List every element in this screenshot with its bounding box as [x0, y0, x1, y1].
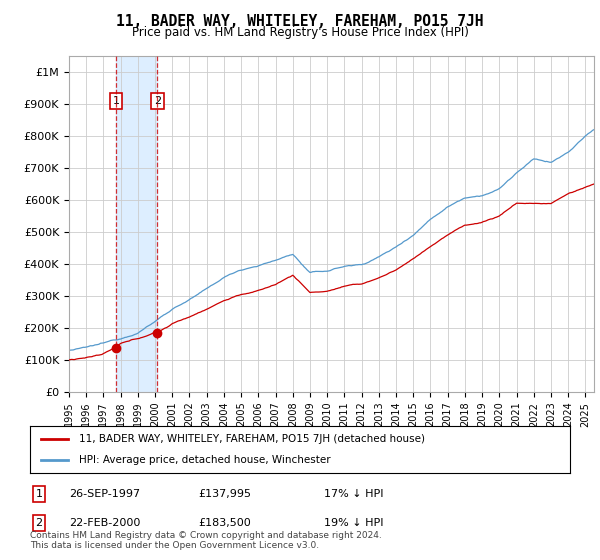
- Text: 26-SEP-1997: 26-SEP-1997: [69, 489, 140, 499]
- Bar: [116, 56, 157, 392]
- Text: 2: 2: [35, 518, 43, 528]
- Text: 19% ↓ HPI: 19% ↓ HPI: [324, 518, 383, 528]
- Text: 1: 1: [113, 96, 119, 106]
- Text: 2: 2: [154, 96, 161, 106]
- Text: 11, BADER WAY, WHITELEY, FAREHAM, PO15 7JH: 11, BADER WAY, WHITELEY, FAREHAM, PO15 7…: [116, 14, 484, 29]
- Text: £183,500: £183,500: [198, 518, 251, 528]
- Text: Contains HM Land Registry data © Crown copyright and database right 2024.
This d: Contains HM Land Registry data © Crown c…: [30, 530, 382, 550]
- Text: 17% ↓ HPI: 17% ↓ HPI: [324, 489, 383, 499]
- Text: HPI: Average price, detached house, Winchester: HPI: Average price, detached house, Winc…: [79, 455, 330, 465]
- Text: 22-FEB-2000: 22-FEB-2000: [69, 518, 140, 528]
- Text: £137,995: £137,995: [198, 489, 251, 499]
- Text: 1: 1: [35, 489, 43, 499]
- Text: 11, BADER WAY, WHITELEY, FAREHAM, PO15 7JH (detached house): 11, BADER WAY, WHITELEY, FAREHAM, PO15 7…: [79, 434, 425, 444]
- Text: Price paid vs. HM Land Registry's House Price Index (HPI): Price paid vs. HM Land Registry's House …: [131, 26, 469, 39]
